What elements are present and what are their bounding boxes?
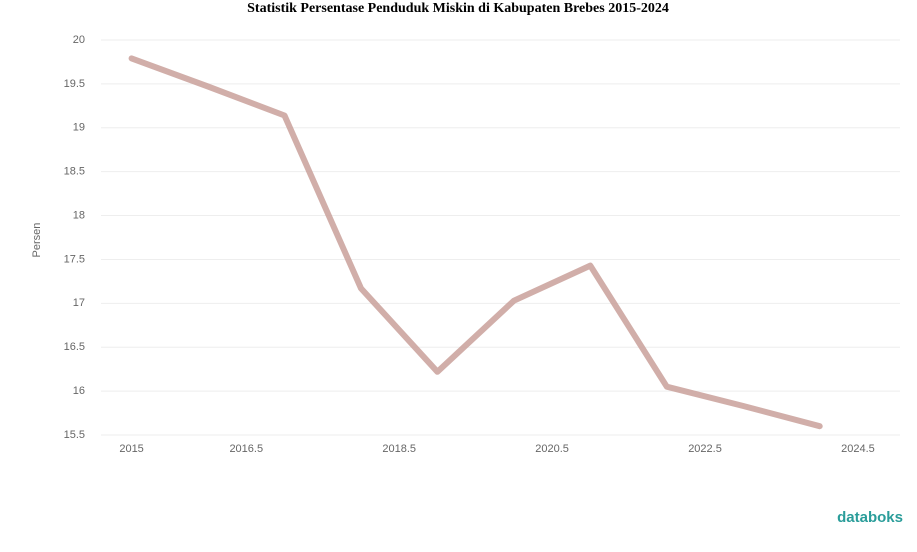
y-tick-label: 17.5 (64, 253, 85, 265)
y-tick-label: 18 (73, 209, 85, 221)
y-tick-label: 16 (73, 385, 85, 397)
x-tick-label: 2024.5 (841, 443, 875, 455)
x-tick-label: 2020.5 (535, 443, 569, 455)
y-tick-label: 20 (73, 34, 85, 46)
source-logo: databoks (837, 509, 903, 526)
y-tick-label: 16.5 (64, 341, 85, 353)
y-tick-label: 19.5 (64, 78, 85, 90)
y-tick-label: 15.5 (64, 429, 85, 441)
chart-title: Statistik Persentase Penduduk Miskin di … (247, 1, 669, 16)
data-line (128, 55, 823, 430)
y-tick-label: 18.5 (64, 166, 85, 178)
x-tick-label: 2015 (119, 443, 143, 455)
y-tick-label: 19 (73, 122, 85, 134)
y-tick-label: 17 (73, 297, 85, 309)
x-tick-label: 2018.5 (382, 443, 416, 455)
x-tick-label: 2022.5 (688, 443, 722, 455)
x-tick-label: 2016.5 (229, 443, 263, 455)
y-axis-label: Persen (31, 223, 43, 258)
